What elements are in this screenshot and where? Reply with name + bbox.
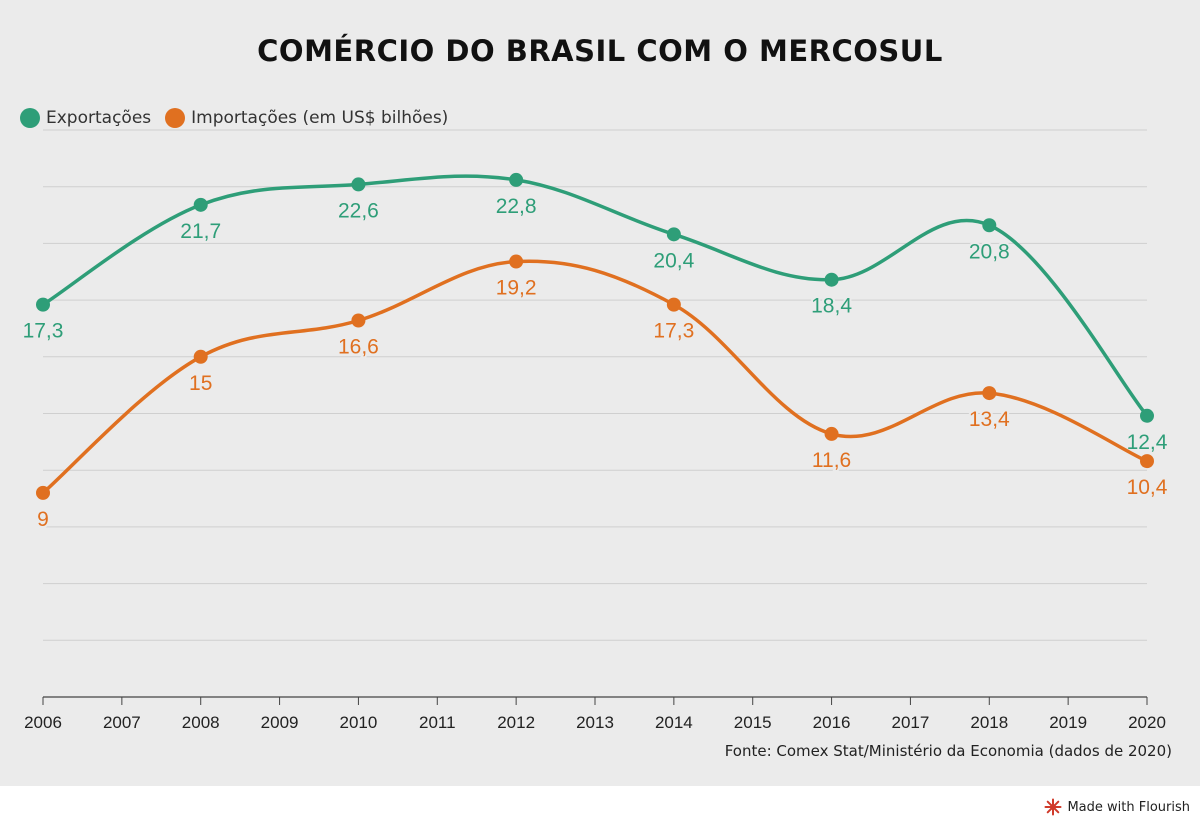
x-tick-label: 2013 [576, 713, 614, 732]
data-label-importacoes: 9 [37, 508, 49, 531]
legend-label-exportacoes: Exportações [46, 108, 152, 128]
legend: Exportações Importações (em US$ bilhões) [20, 108, 462, 128]
data-point-importacoes [351, 313, 366, 328]
line-chart: 2006 2007 2008 2009 2010 2011 2012 2013 2014 2015… [21, 129, 1170, 732]
data-label-exportacoes: 20,8 [969, 240, 1010, 263]
x-tick-label: 2015 [734, 713, 772, 732]
data-point-importacoes [509, 254, 524, 269]
data-point-importacoes [982, 386, 997, 401]
data-label-exportacoes: 21,7 [180, 220, 221, 243]
data-point-exportacoes [666, 227, 681, 242]
data-point-exportacoes [36, 297, 50, 312]
x-tick-label: 2009 [261, 713, 299, 732]
x-tick-label: 2006 [24, 713, 62, 732]
data-point-exportacoes [193, 197, 208, 212]
data-label-exportacoes: 20,4 [653, 249, 694, 272]
x-tick-label: 2012 [497, 713, 535, 732]
data-point-importacoes [824, 426, 839, 441]
data-label-exportacoes: 17,3 [23, 320, 64, 343]
data-label-importacoes: 11,6 [812, 449, 851, 472]
data-label-importacoes: 17,3 [653, 320, 694, 343]
data-point-exportacoes [982, 218, 997, 233]
data-point-exportacoes [509, 172, 524, 187]
data-label-importacoes: 10,4 [1127, 476, 1168, 499]
x-tick-label: 2018 [970, 713, 1008, 732]
data-label-importacoes: 15 [189, 372, 212, 395]
data-point-exportacoes [1140, 408, 1154, 423]
legend-swatch-exportacoes [20, 108, 40, 128]
x-tick-label: 2014 [655, 713, 693, 732]
x-tick-label: 2017 [892, 713, 930, 732]
data-point-importacoes [1140, 454, 1154, 469]
flourish-icon [1044, 798, 1062, 816]
chart-title: COMÉRCIO DO BRASIL COM O MERCOSUL [257, 34, 943, 68]
x-tick-label: 2019 [1049, 713, 1087, 732]
x-tick-label: 2008 [182, 713, 220, 732]
legend-label-importacoes: Importações (em US$ bilhões) [191, 108, 449, 128]
data-label-importacoes: 19,2 [496, 277, 537, 300]
x-tick-label: 2011 [419, 713, 456, 732]
legend-swatch-importacoes [165, 108, 186, 128]
x-tick-label: 2007 [103, 713, 141, 732]
data-point-exportacoes [351, 177, 366, 192]
legend-item-exportacoes[interactable]: Exportações [20, 108, 151, 128]
x-tick-label: 2016 [813, 713, 851, 732]
data-point-importacoes [36, 485, 50, 500]
data-label-importacoes: 16,6 [338, 336, 379, 359]
data-point-importacoes [193, 349, 208, 364]
data-point-exportacoes [824, 272, 839, 287]
x-tick-label: 2020 [1128, 713, 1166, 732]
series-line-importacoes [41, 259, 1149, 495]
source-note: Fonte: Comex Stat/Ministério da Economia… [724, 742, 1172, 760]
flourish-credit-label: Made with Flourish [1067, 799, 1190, 815]
x-tick-label: 2010 [340, 713, 378, 732]
data-label-exportacoes: 18,4 [811, 295, 852, 318]
legend-item-importacoes[interactable]: Importações (em US$ bilhões) [165, 108, 448, 128]
data-point-importacoes [666, 297, 681, 312]
data-label-exportacoes: 12,4 [1127, 431, 1168, 454]
data-label-importacoes: 13,4 [969, 408, 1010, 431]
data-label-exportacoes: 22,6 [338, 199, 379, 222]
flourish-credit[interactable]: Made with Flourish [1044, 798, 1190, 816]
data-label-exportacoes: 22,8 [496, 195, 537, 218]
